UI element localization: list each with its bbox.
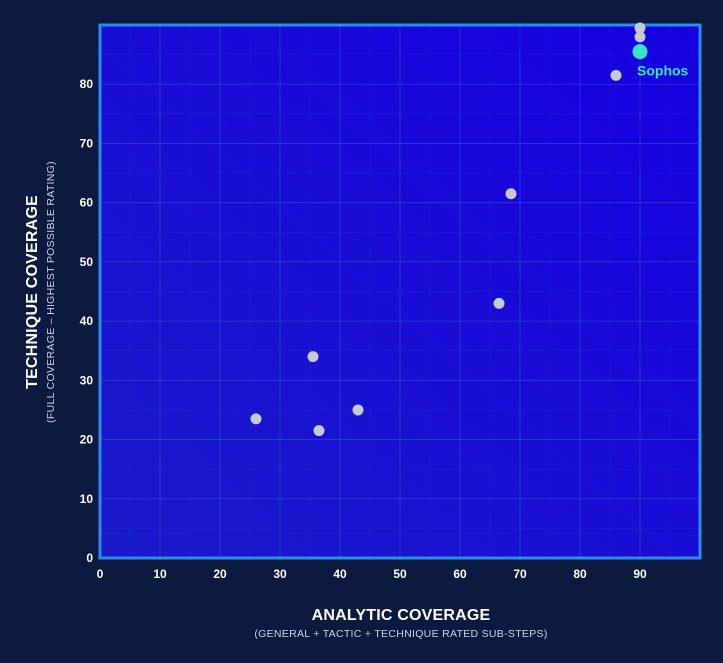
x-tick-label: 90 <box>633 567 647 581</box>
y-tick-label: 30 <box>80 373 94 387</box>
highlight-point <box>632 44 648 60</box>
y-tick-label: 40 <box>80 314 94 328</box>
y-tick-label: 20 <box>80 433 94 447</box>
y-tick-label: 50 <box>80 255 94 269</box>
x-axis-title: ANALYTIC COVERAGE <box>312 607 491 624</box>
highlight-label: Sophos <box>637 63 689 79</box>
y-tick-label: 0 <box>86 551 93 565</box>
y-axis-title: TECHNIQUE COVERAGE <box>24 195 41 389</box>
data-point <box>505 188 517 200</box>
x-tick-label: 30 <box>273 567 287 581</box>
data-point <box>493 297 505 309</box>
x-tick-label: 50 <box>393 567 407 581</box>
highlight-group: Sophos <box>632 44 689 79</box>
data-point <box>307 351 319 363</box>
plot-border <box>98 23 702 560</box>
x-tick-label: 40 <box>333 567 347 581</box>
x-axis-subtitle: (GENERAL + TACTIC + TECHNIQUE RATED SUB-… <box>254 628 547 640</box>
y-axis-ticks: 0 10 20 30 40 50 60 70 80 <box>80 77 94 565</box>
data-point <box>352 404 364 416</box>
data-point <box>250 413 262 425</box>
y-tick-label: 70 <box>80 136 94 150</box>
x-axis-ticks: 0 10 20 30 40 50 60 70 80 90 <box>97 567 647 581</box>
data-point <box>634 22 646 34</box>
x-tick-label: 80 <box>573 567 587 581</box>
y-axis-subtitle: (FULL COVERAGE – HIGHEST POSSIBLE RATING… <box>45 161 57 423</box>
data-point <box>313 425 325 437</box>
x-tick-label: 60 <box>453 567 467 581</box>
x-tick-label: 70 <box>513 567 527 581</box>
x-tick-label: 0 <box>97 567 104 581</box>
y-tick-label: 80 <box>80 77 94 91</box>
x-tick-label: 10 <box>153 567 167 581</box>
data-point <box>610 69 622 81</box>
x-tick-label: 20 <box>213 567 227 581</box>
y-tick-label: 10 <box>80 492 94 506</box>
grid-lines <box>99 24 701 559</box>
data-points <box>250 22 646 437</box>
y-tick-label: 60 <box>80 196 94 210</box>
data-point <box>634 31 646 43</box>
